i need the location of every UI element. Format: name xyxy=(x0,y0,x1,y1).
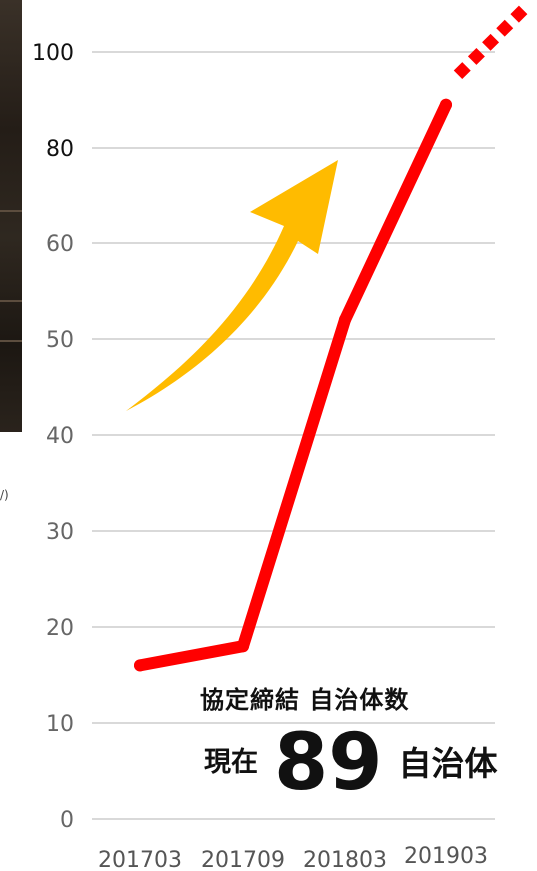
count-prefix: 現在 xyxy=(204,747,258,778)
background-photo-edge xyxy=(0,0,22,432)
data-point-201703 xyxy=(134,659,146,672)
y-tick-60: 60 xyxy=(46,232,74,257)
data-point-201903 xyxy=(440,98,452,111)
y-tick-30: 30 xyxy=(46,520,74,545)
series-lines xyxy=(134,3,530,672)
x-tick-201803: 201803 xyxy=(303,848,387,871)
cropped-photo-caption: /) xyxy=(0,488,9,502)
y-tick-50: 50 xyxy=(46,328,74,353)
y-tick-0: 0 xyxy=(60,808,74,833)
grid-lines xyxy=(92,51,495,820)
y-tick-80: 80 xyxy=(46,137,74,162)
x-tick-201703: 201703 xyxy=(98,848,182,871)
data-point-201803 xyxy=(339,313,351,326)
y-tick-10: 10 xyxy=(46,712,74,737)
data-point-201709 xyxy=(237,640,249,653)
y-tick-100: 100 xyxy=(32,41,74,66)
x-tick-labels: 201703 201709 201803 201903 xyxy=(98,844,488,871)
count-number: 89 xyxy=(274,718,383,808)
series-line-0 xyxy=(134,98,452,672)
growth-arrow xyxy=(126,160,338,411)
annotation-count-line: 現在 89 自治体 xyxy=(204,718,498,808)
x-tick-201903: 201903 xyxy=(404,844,488,869)
y-tick-labels: 0 10 20 30 40 50 60 80 100 xyxy=(32,41,74,833)
annotation-title: 協定締結 自治体数 xyxy=(200,686,410,714)
projection-line xyxy=(453,3,530,80)
growth-arrow-shape xyxy=(126,160,338,411)
y-tick-40: 40 xyxy=(46,424,74,449)
x-tick-201709: 201709 xyxy=(201,848,285,871)
count-suffix: 自治体 xyxy=(398,744,498,783)
y-tick-20: 20 xyxy=(46,616,74,641)
